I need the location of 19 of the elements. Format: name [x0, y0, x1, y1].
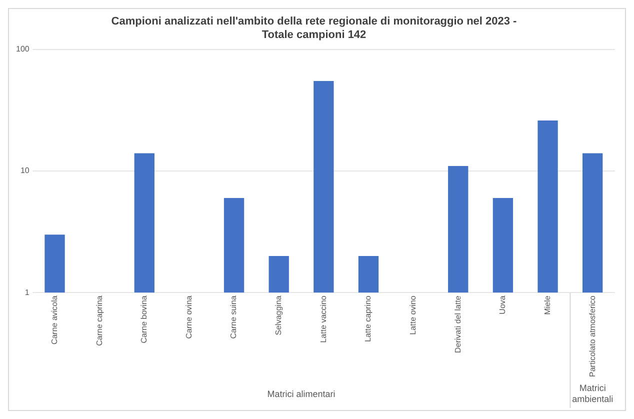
x-tick-label: Selvaggina [274, 295, 284, 336]
x-tick-label: Carne caprina [94, 295, 104, 346]
x-tick-label: Carne bovina [140, 295, 149, 344]
x-tick-label: Uova [498, 295, 508, 314]
y-tick-label: 1 [24, 288, 30, 297]
x-tick-label: Latte vaccino [318, 295, 328, 343]
x-tick-label: Carne suina [229, 295, 238, 339]
y-tick-label: 100 [16, 44, 30, 54]
chart-title: Campioni analizzati nell'ambito della rete regionale di monitoraggio nel 2023 - Totale campioni 142 [111, 16, 518, 41]
text: Matrici ambientali [572, 382, 614, 404]
x-tick-label: Latte caprino [364, 295, 373, 342]
x-tick-label: Carne ovina [184, 295, 194, 339]
x-tick-label: Particolato atmosferico [588, 295, 597, 378]
x-tick-label: Derivati del latte [453, 295, 462, 353]
text: Matrici alimentari [267, 388, 336, 399]
x-tick-label: Miele [542, 295, 552, 315]
x-tick-label: Carne avicola [50, 295, 59, 345]
x-tick-label: Latte ovino [408, 295, 418, 335]
y-tick-label: 10 [20, 166, 30, 176]
